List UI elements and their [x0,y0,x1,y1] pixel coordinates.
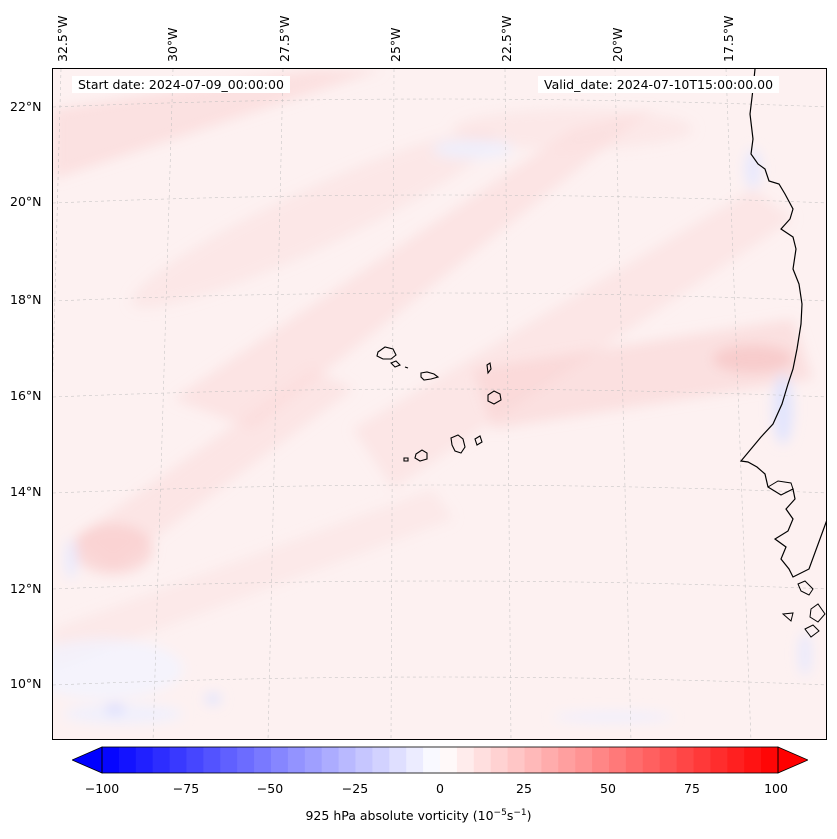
colorbar-segment [659,747,678,773]
colorbar-segment [152,747,171,773]
colorbar-segment [186,747,204,773]
lat-label-22n: 22°N [10,99,42,114]
colorbar-segment [456,747,475,773]
colorbar-segment [473,747,492,773]
lon-label-17.5w: 17.5°W [721,15,736,62]
colorbar-segment [710,747,728,773]
colorbar-segment [321,747,340,773]
lon-label-22.5w: 22.5°W [499,15,514,62]
colorbar-tick: −50 [256,781,284,796]
colorbar-segment [490,747,509,773]
colorbar-segment [203,747,221,773]
lat-label-20n: 20°N [10,194,42,209]
colorbar-segment [118,747,137,773]
colorbar-tick: 0 [436,781,444,796]
colorbar-tick: −25 [341,781,369,796]
colorbar-tick: 100 [764,781,788,796]
gridlines [53,69,826,739]
colorbar-segment [372,747,390,773]
colorbar-segment [287,747,306,773]
colorbar-segment [575,747,593,773]
vorticity-field-patches [53,69,813,724]
colorbar-segment [423,747,441,773]
colorbar-segment [338,747,356,773]
colorbar-segment [693,747,711,773]
colorbar-segments [102,747,779,773]
colorbar-segment [237,747,255,773]
colorbar-segment [609,747,627,773]
colorbar-segment [642,747,661,773]
colorbar-segment [744,747,762,773]
colorbar-segment [304,747,323,773]
lat-label-10n: 10°N [10,676,42,691]
colorbar-segment [524,747,542,773]
vorticity-map [52,68,827,740]
map-canvas [53,69,826,739]
lon-label-32.5w: 32.5°W [55,15,70,62]
colorbar-segment [541,747,559,773]
colorbar-segment [558,747,576,773]
lon-label-20w: 20°W [610,27,625,62]
colorbar-segment [220,747,238,773]
colorbar-segment [135,747,154,773]
colorbar-tick: −75 [172,781,200,796]
colorbar-segment [389,747,407,773]
lat-label-12n: 12°N [10,581,42,596]
colorbar-segment [102,747,120,773]
colorbar-segment [727,747,745,773]
colorbar-max-extend [777,746,808,774]
colorbar-segment [440,747,458,773]
colorbar-label: 925 hPa absolute vorticity (10−5s−1) [305,808,532,824]
colorbar-segment [169,747,187,773]
lon-label-27.5w: 27.5°W [277,15,292,62]
colorbar-segment [406,747,424,773]
lat-label-14n: 14°N [10,484,42,499]
colorbar [72,746,808,774]
colorbar-segment [507,747,525,773]
lat-label-16n: 16°N [10,388,42,403]
colorbar-outline [101,746,779,774]
colorbar-segment [761,747,779,773]
gambia-river-outline [767,480,794,490]
islands-outline [376,346,502,462]
lon-label-30w: 30°W [165,27,180,62]
start-date-label: Start date: 2024-07-09_00:00:00 [72,76,290,93]
colorbar-segment [355,747,373,773]
colorbar-tick: 50 [600,781,616,796]
colorbar-segment [625,747,644,773]
colorbar-segment [676,747,694,773]
colorbar-tick: −100 [84,781,120,796]
lon-label-25w: 25°W [388,27,403,62]
colorbar-segment [271,747,289,773]
colorbar-tick: 25 [516,781,532,796]
colorbar-segment [254,747,272,773]
colorbar-segment [592,747,610,773]
colorbar-tick: 75 [684,781,700,796]
valid-date-label: Valid_date: 2024-07-10T15:00:00.00 [538,76,780,93]
lat-label-18n: 18°N [10,292,42,307]
bissagos-islands-outline [781,580,826,638]
african-coastline [739,69,826,578]
colorbar-min-extend [72,746,103,774]
